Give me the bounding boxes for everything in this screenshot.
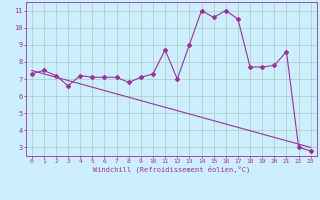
X-axis label: Windchill (Refroidissement éolien,°C): Windchill (Refroidissement éolien,°C) [92,165,250,173]
